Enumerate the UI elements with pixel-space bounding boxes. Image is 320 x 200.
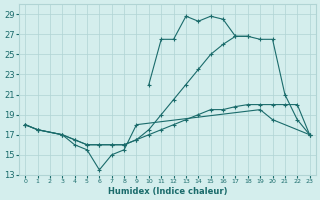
X-axis label: Humidex (Indice chaleur): Humidex (Indice chaleur) <box>108 187 227 196</box>
